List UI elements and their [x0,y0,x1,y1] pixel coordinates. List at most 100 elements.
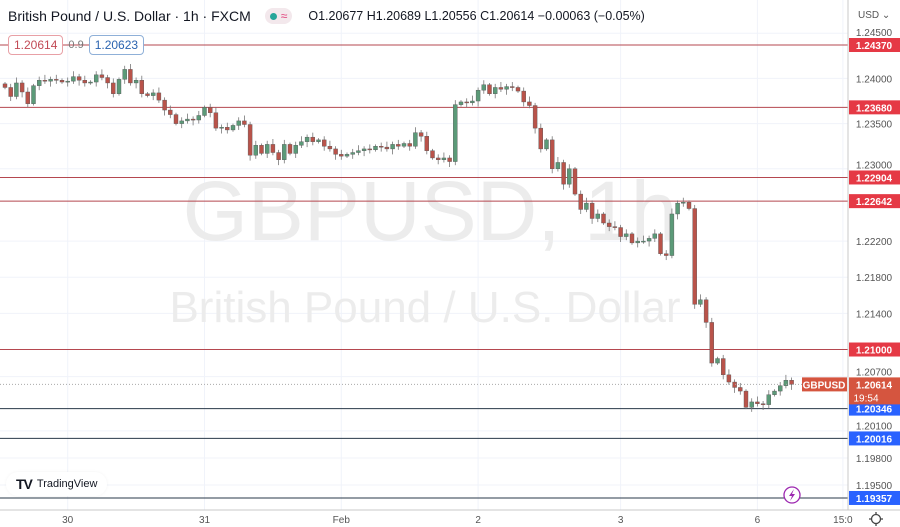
candle-body [230,125,236,131]
market-status-badge[interactable]: ≈ [264,8,293,24]
open-value: O1.20677 [308,9,364,23]
candle-body [641,240,646,243]
alert-lightning-icon[interactable] [783,486,801,504]
candle-body [367,148,372,151]
settings-gear-icon[interactable] [869,512,883,526]
candle [783,374,789,389]
high-value: H1.20689 [366,9,421,23]
candle [424,131,429,155]
candle-body [236,120,241,126]
candle-body [664,253,669,256]
candle [646,235,652,247]
sell-button[interactable]: 1.20614 [8,35,64,55]
candle [367,144,372,154]
candle-body [424,136,429,151]
candle-body [356,150,361,153]
candle [373,144,378,152]
candle [253,140,259,159]
candle [361,146,367,157]
candle [436,154,441,165]
candle [247,121,253,161]
candle [207,103,213,118]
candle [156,87,162,103]
candle-body [196,115,202,121]
candle-body [259,145,264,154]
candle [669,208,675,259]
candle [310,132,315,146]
price-tick-label: 1.24500 [856,28,893,39]
candle-body [213,112,219,129]
change-value: −0.00063 (−0.05%) [537,9,645,23]
candle-body [413,132,418,147]
candle-body [555,162,561,169]
candle-body [339,154,344,157]
candle [629,232,635,245]
time-tick-label: 6 [755,515,761,526]
candle-body [293,145,298,154]
candle-body [709,322,714,364]
candle [453,100,458,166]
symbol-title[interactable]: British Pound / U.S. Dollar · 1h · FXCM [8,8,251,24]
symbol-tag [802,377,847,392]
candle [743,389,749,410]
current-price-tag [849,377,900,405]
horizontal-line-label: 1.23680 [856,103,893,114]
candle [760,401,766,411]
candle [339,149,344,160]
candle-body [589,202,595,219]
candle [618,224,623,242]
candle-body [544,139,549,150]
candle-body [681,202,686,204]
candle [538,123,543,153]
candle-body [766,394,771,405]
horizontal-lines[interactable] [0,44,848,499]
candle-body [470,100,475,104]
price-axis[interactable]: 1.24500 1.24000 1.23500 1.23000 1.22200 1.218… [856,28,893,492]
candle-body [612,226,618,228]
candle-body [247,124,253,156]
candle [230,123,236,132]
candle [42,74,48,84]
candle [396,139,401,150]
candle [128,63,133,86]
candle [612,221,618,231]
candle [213,107,219,131]
candle-body [202,107,207,116]
candle-body [379,146,384,148]
candle-body [618,227,623,237]
candle [139,75,145,98]
candle [333,146,338,160]
candle-body [99,74,105,78]
candle-body [652,233,657,239]
candle-body [168,109,173,115]
horizontal-line-label: 1.22904 [856,173,893,184]
candle [202,105,207,118]
candle-body [755,401,760,404]
candle [772,389,777,397]
candle [709,317,714,367]
current-price-label: 1.20614 [856,380,893,391]
candle-body [686,202,692,209]
buy-button[interactable]: 1.20623 [88,35,145,55]
horizontal-line-label: 1.21000 [856,346,893,357]
currency-selector[interactable]: USD ⌄ [858,10,890,21]
candle [99,69,105,81]
candle-body [669,213,675,256]
candle [652,229,657,242]
candle [493,83,498,99]
time-axis[interactable]: 30 31 Feb 2 3 6 15:0 [62,515,853,526]
candle-body [561,162,566,185]
candle [270,138,276,156]
candle [641,235,646,244]
time-tick-label: Feb [333,515,351,526]
candle [721,354,726,380]
candle [71,71,76,84]
candle-body [778,385,783,392]
time-tick-label: 30 [62,515,74,526]
candle-body [772,390,777,395]
candle-body [487,84,492,94]
tradingview-logo[interactable]: TV TradingView [6,472,108,496]
watermark-description: British Pound / U.S. Dollar [169,283,680,332]
candle [88,80,93,85]
